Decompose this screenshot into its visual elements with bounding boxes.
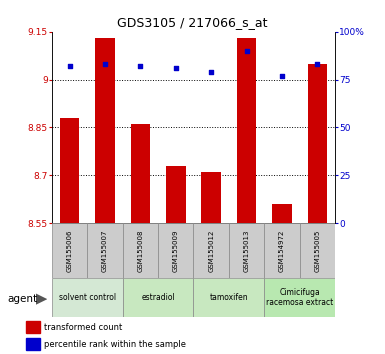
Text: GDS3105 / 217066_s_at: GDS3105 / 217066_s_at — [117, 16, 268, 29]
Text: GSM155012: GSM155012 — [208, 229, 214, 272]
Bar — [123, 278, 193, 317]
Text: Cimicifuga
racemosa extract: Cimicifuga racemosa extract — [266, 288, 333, 307]
Text: GSM155009: GSM155009 — [173, 229, 179, 272]
Text: GSM155008: GSM155008 — [137, 229, 143, 272]
Bar — [193, 278, 264, 317]
Text: GSM155013: GSM155013 — [244, 229, 249, 272]
Point — [208, 69, 214, 75]
Text: transformed count: transformed count — [44, 323, 122, 332]
Text: estradiol: estradiol — [141, 293, 175, 302]
Point — [173, 65, 179, 71]
Point — [314, 62, 320, 67]
Text: GSM155005: GSM155005 — [314, 229, 320, 272]
Bar — [26, 321, 40, 333]
Bar — [193, 223, 229, 278]
Bar — [123, 223, 158, 278]
Bar — [52, 278, 123, 317]
Bar — [272, 204, 291, 223]
Bar — [166, 166, 186, 223]
Point — [67, 63, 73, 69]
Text: solvent control: solvent control — [59, 293, 116, 302]
Text: percentile rank within the sample: percentile rank within the sample — [44, 340, 186, 349]
Point — [137, 63, 144, 69]
Bar — [158, 223, 193, 278]
Bar — [87, 223, 123, 278]
Text: GSM154972: GSM154972 — [279, 229, 285, 272]
Bar — [131, 124, 150, 223]
Text: GSM155007: GSM155007 — [102, 229, 108, 272]
Bar — [237, 38, 256, 223]
Text: GSM155006: GSM155006 — [67, 229, 73, 272]
Point — [243, 48, 249, 54]
Bar — [26, 338, 40, 350]
Point — [102, 62, 108, 67]
Text: agent: agent — [8, 294, 38, 304]
Bar — [308, 64, 327, 223]
Bar — [229, 223, 264, 278]
Polygon shape — [36, 293, 47, 305]
Bar — [95, 38, 115, 223]
Text: tamoxifen: tamoxifen — [209, 293, 248, 302]
Bar — [201, 172, 221, 223]
Bar — [60, 118, 79, 223]
Point — [279, 73, 285, 79]
Bar — [300, 223, 335, 278]
Bar — [52, 223, 87, 278]
Bar — [264, 223, 300, 278]
Bar — [264, 278, 335, 317]
